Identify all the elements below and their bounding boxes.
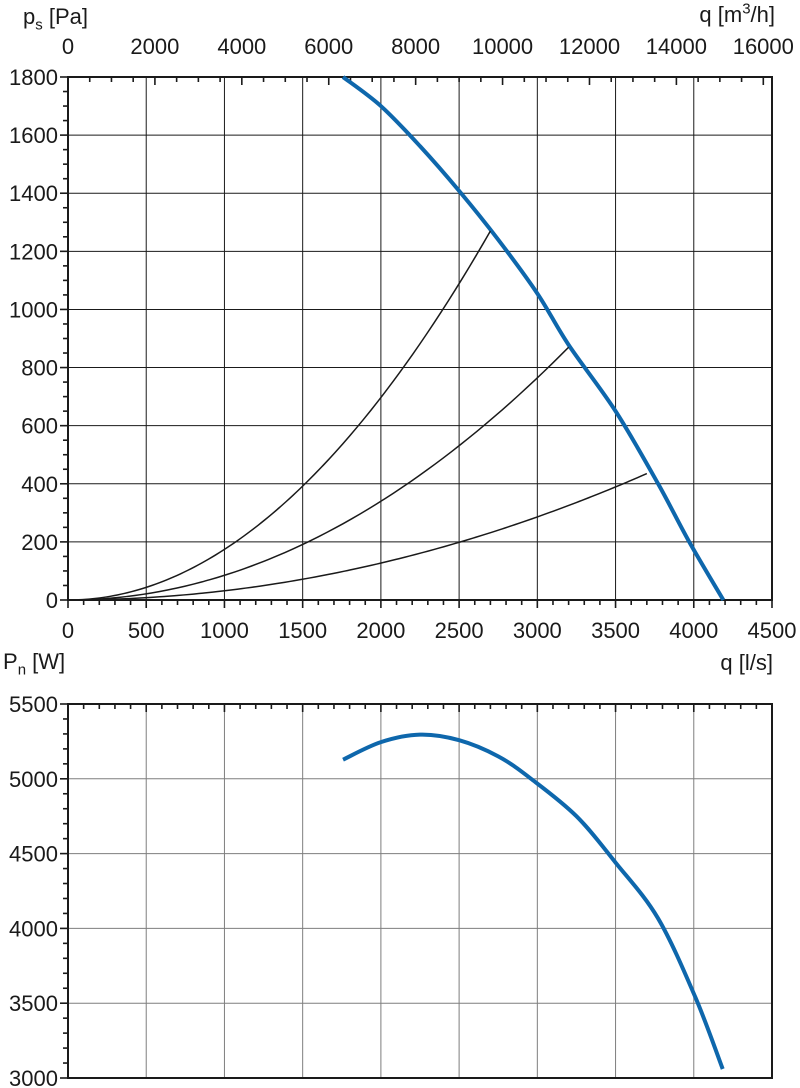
tick-label-pressure: 800 xyxy=(21,356,58,381)
tick-label-flow-m3h: 12000 xyxy=(559,34,620,59)
tick-label-power: 4000 xyxy=(9,916,58,941)
tick-label-flow-m3h: 2000 xyxy=(130,34,179,59)
flow-m3h-axis-label-post: /h] xyxy=(750,2,775,27)
power-axis-label: Pn [W] xyxy=(3,649,66,678)
tick-label-flow-ls: 3500 xyxy=(591,618,640,643)
tick-label-pressure: 1600 xyxy=(9,123,58,148)
power-axis-label-base: P xyxy=(3,649,18,674)
pressure-axis-label-unit: [Pa] xyxy=(42,4,88,29)
tick-label-power: 3500 xyxy=(9,991,58,1016)
tick-label-flow-m3h: 8000 xyxy=(391,34,440,59)
pressure-axis-label-sub: s xyxy=(35,16,43,34)
flow-m3h-axis-label-sup: 3 xyxy=(742,0,751,18)
tick-label-flow-ls: 500 xyxy=(128,618,165,643)
power-axis-label-unit: [W] xyxy=(26,649,66,674)
tick-label-flow-ls: 4000 xyxy=(669,618,718,643)
power-curve xyxy=(342,732,725,1070)
tick-label-flow-m3h: 16000 xyxy=(733,34,794,59)
power-chart-border xyxy=(67,703,773,1079)
tick-label-flow-ls: 1000 xyxy=(200,618,249,643)
tick-label-power: 5500 xyxy=(9,692,58,717)
tick-label-pressure: 1800 xyxy=(9,65,58,90)
system-curve-flat xyxy=(67,472,648,601)
tick-label-flow-ls: 4500 xyxy=(748,618,797,643)
system-curve-mid xyxy=(67,346,570,601)
flow-ls-axis-label-text: q [l/s] xyxy=(720,650,773,675)
pressure-axis-label-base: p xyxy=(23,4,36,29)
tick-label-flow-ls: 2000 xyxy=(356,618,405,643)
tick-label-power: 4500 xyxy=(9,842,58,867)
tick-label-pressure: 200 xyxy=(21,530,58,555)
power-axis-label-sub: n xyxy=(17,661,27,679)
tick-label-power: 3000 xyxy=(9,1066,58,1088)
tick-label-pressure: 1200 xyxy=(9,239,58,264)
flow-ls-axis-label: q [l/s] xyxy=(720,651,773,675)
system-curve-steep xyxy=(67,230,492,601)
tick-label-flow-ls: 0 xyxy=(62,618,74,643)
tick-label-pressure: 1000 xyxy=(9,297,58,322)
pressure-chart-border xyxy=(67,76,773,601)
tick-label-flow-m3h: 4000 xyxy=(217,34,266,59)
tick-label-flow-ls: 1500 xyxy=(278,618,327,643)
tick-label-flow-m3h: 10000 xyxy=(472,34,533,59)
tick-label-pressure: 400 xyxy=(21,472,58,497)
flow-m3h-axis-label: q [m3/h] xyxy=(699,0,775,27)
fan-curve xyxy=(341,75,726,602)
tick-label-power: 5000 xyxy=(9,767,58,792)
tick-label-flow-m3h: 0 xyxy=(62,34,74,59)
tick-label-pressure: 0 xyxy=(46,588,58,613)
flow-m3h-axis-label-pre: q [m xyxy=(699,2,743,27)
tick-label-flow-ls: 3000 xyxy=(513,618,562,643)
tick-label-flow-ls: 2500 xyxy=(435,618,484,643)
tick-label-pressure: 1400 xyxy=(9,181,58,206)
tick-label-pressure: 600 xyxy=(21,414,58,439)
tick-label-flow-m3h: 14000 xyxy=(646,34,707,59)
tick-label-flow-m3h: 6000 xyxy=(304,34,353,59)
pressure-axis-label: ps [Pa] xyxy=(23,4,88,33)
